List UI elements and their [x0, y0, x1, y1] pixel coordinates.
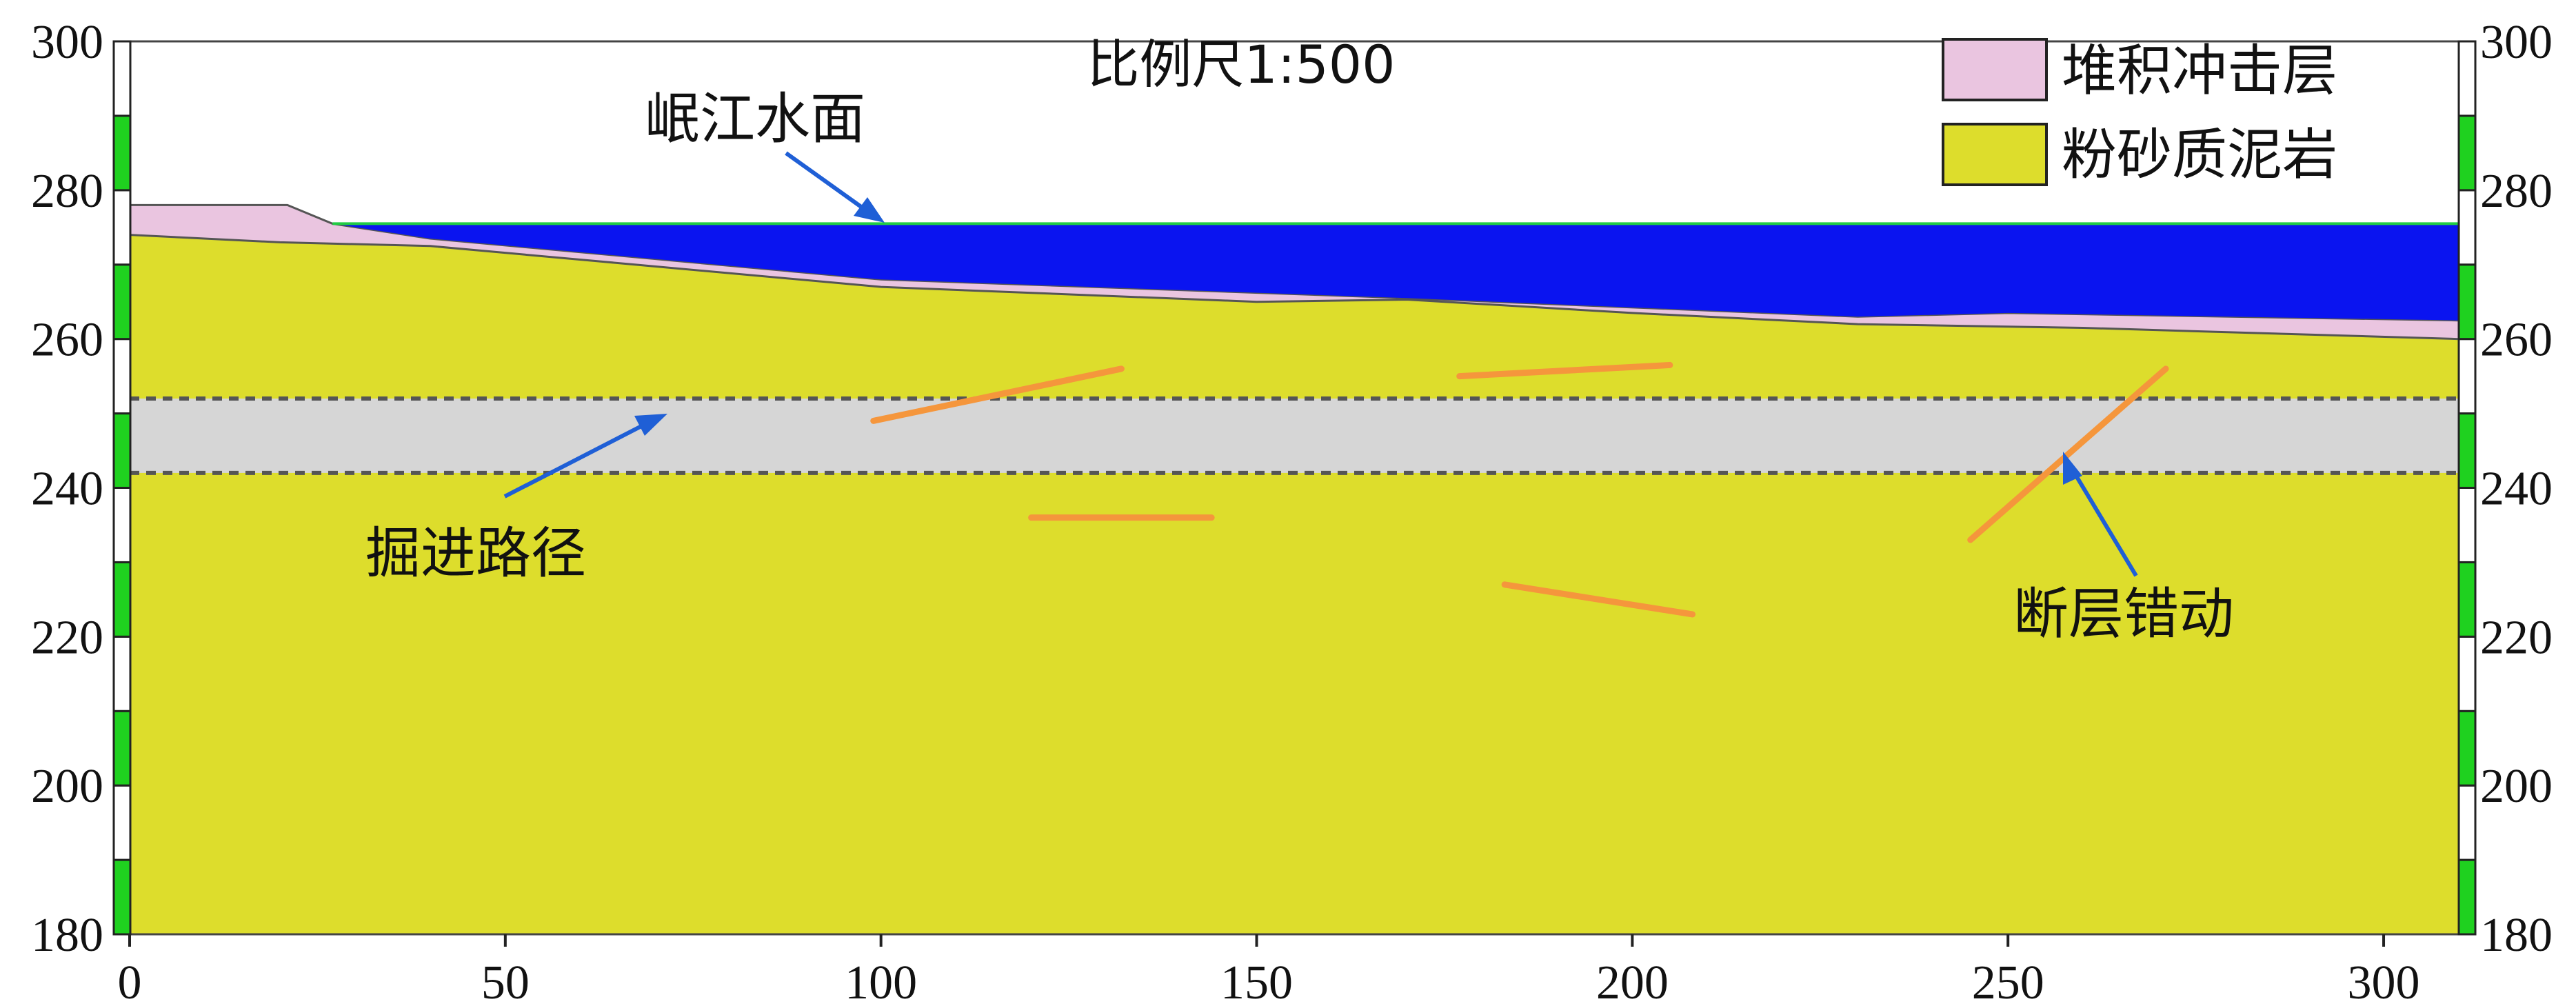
y-tick-label-left: 280 [31, 165, 103, 218]
left-ruler-segment [112, 635, 132, 712]
y-tick-label-right: 260 [2480, 314, 2553, 367]
legend-label-alluvium: 堆积冲击层 [2062, 39, 2337, 103]
right-ruler-segment [2457, 710, 2477, 787]
tunnel-arrow [503, 421, 650, 499]
fault-line-3 [1456, 361, 1673, 380]
left-ruler-segment [112, 784, 132, 861]
left-ruler-segment [112, 40, 132, 117]
right-ruler-segment [2457, 858, 2477, 936]
x-tick-label: 150 [1220, 956, 1293, 1006]
y-tick-label-right: 200 [2480, 760, 2553, 813]
x-tick-label: 100 [845, 956, 917, 1006]
legend-label-mudstone: 粉砂质泥岩 [2062, 123, 2337, 187]
x-tick-label: 0 [118, 956, 142, 1006]
fault-line-5 [1967, 365, 2169, 543]
right-ruler-segment [2457, 635, 2477, 712]
fault-label: 断层错动 [2013, 582, 2234, 646]
right-ruler-segment [2457, 263, 2477, 341]
left-ruler-segment [112, 858, 132, 936]
left-ruler-segment [112, 263, 132, 341]
y-tick-label-right: 180 [2480, 909, 2553, 962]
fault-line-1 [870, 365, 1125, 424]
annotations: 岷江水面 掘进路径 断层错动 [365, 87, 2234, 646]
right-ruler-segment [2457, 412, 2477, 489]
strata-layer-group [128, 203, 2460, 935]
y-tick-label-right: 240 [2480, 463, 2553, 516]
left-ruler-segment [112, 710, 132, 787]
y-tick-label-left: 220 [31, 611, 103, 664]
fault-line-group [870, 361, 2169, 618]
legend-swatch-mudstone [1942, 123, 2048, 186]
scale-ruler-group [112, 40, 2477, 936]
left-ruler-segment [112, 338, 132, 415]
left-ruler-segment [112, 561, 132, 638]
axis-tick-group: 180 180 200 200 220 220 240 240 260 260 280 280 300 3… [31, 16, 2553, 1006]
fault-line-4 [1501, 581, 1696, 618]
y-tick-label-right: 280 [2480, 165, 2553, 218]
y-tick-label-left: 300 [31, 16, 103, 69]
water-surface-label: 岷江水面 [645, 87, 865, 151]
scale-label: 比例尺1:500 [1087, 34, 1395, 95]
y-tick-label-right: 300 [2480, 16, 2553, 69]
y-tick-label-left: 200 [31, 760, 103, 813]
river-water [332, 223, 2459, 321]
x-tick-label: 50 [481, 956, 530, 1006]
y-tick-label-right: 220 [2480, 611, 2553, 664]
y-tick-label-left: 180 [31, 909, 103, 962]
legend: 堆积冲击层 粉砂质泥岩 [1942, 38, 2337, 187]
right-ruler-segment [2457, 338, 2477, 415]
left-ruler-segment [112, 412, 132, 489]
water-arrow-head [854, 197, 885, 223]
tunnel-arrow-head [634, 414, 667, 436]
right-ruler-segment [2457, 40, 2477, 117]
x-tick-label: 200 [1596, 956, 1669, 1006]
right-ruler-segment [2457, 561, 2477, 638]
legend-swatch-alluvium [1942, 38, 2048, 101]
left-ruler-segment [112, 487, 132, 563]
right-ruler-segment [2457, 487, 2477, 563]
x-tick-label: 300 [2348, 956, 2420, 1006]
right-ruler-segment [2457, 189, 2477, 266]
left-ruler-segment [112, 114, 132, 192]
fault-arrow-head [2063, 452, 2082, 485]
right-ruler-segment [2457, 114, 2477, 192]
y-tick-label-left: 240 [31, 463, 103, 516]
tunnel-path-label: 掘进路径 [365, 521, 586, 585]
x-tick-label: 250 [1972, 956, 2044, 1006]
water-arrow [785, 151, 872, 216]
y-tick-label-left: 260 [31, 314, 103, 367]
left-ruler-segment [112, 189, 132, 266]
tunnel-band [130, 399, 2459, 473]
fault-arrow [2070, 467, 2138, 577]
right-ruler-segment [2457, 784, 2477, 861]
